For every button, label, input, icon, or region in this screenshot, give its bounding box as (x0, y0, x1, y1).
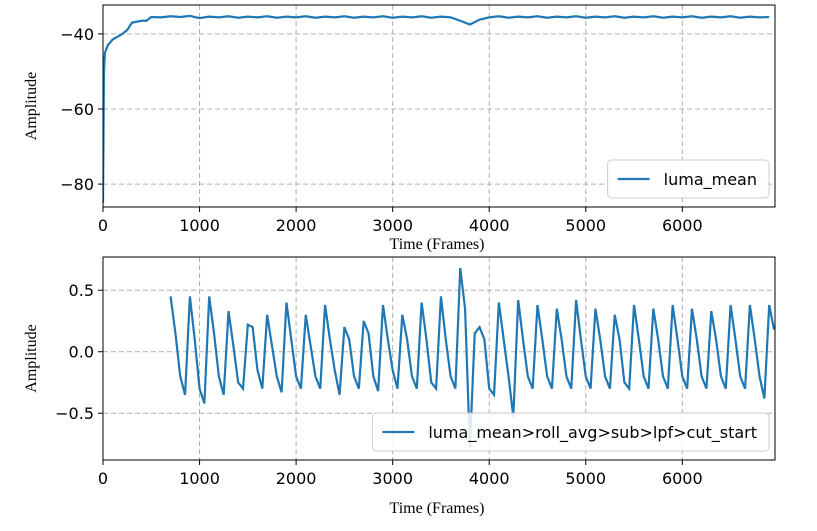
y-tick-label: 0.0 (69, 343, 94, 362)
x-axis-label: Time (Frames) (390, 500, 485, 517)
legend: luma_mean>roll_avg>sub>lpf>cut_start (371, 412, 770, 452)
y-axis-label: Amplitude (23, 324, 40, 392)
legend-label: luma_mean>roll_avg>sub>lpf>cut_start (428, 423, 757, 443)
x-tick-label: 3000 (372, 216, 413, 235)
plot-frame (102, 4, 776, 208)
data-line (169, 267, 775, 448)
y-axis-label: Amplitude (23, 72, 40, 140)
legend-frame (371, 412, 770, 452)
x-tick-label: 5000 (565, 469, 606, 488)
x-tick-label: 4000 (469, 216, 510, 235)
legend-label: luma_mean (664, 170, 757, 190)
x-axis-label: Time (Frames) (390, 236, 485, 253)
x-tick-label: 2000 (276, 469, 317, 488)
x-tick-label: 6000 (662, 469, 703, 488)
y-tick-label: −0.5 (55, 404, 94, 423)
x-tick-label: 1000 (179, 216, 220, 235)
x-tick-label: 6000 (662, 216, 703, 235)
plot-frame (102, 256, 776, 461)
x-tick-label: 2000 (276, 216, 317, 235)
y-tick-label: −40 (60, 25, 94, 44)
legend-frame (607, 159, 770, 199)
x-tick-label: 4000 (469, 469, 510, 488)
legend: luma_mean (607, 159, 770, 199)
data-line (103, 14, 770, 203)
y-tick-label: 0.5 (69, 281, 94, 300)
x-tick-label: 5000 (565, 216, 606, 235)
x-tick-label: 3000 (372, 469, 413, 488)
x-tick-label: 0 (98, 216, 108, 235)
x-tick-label: 0 (98, 469, 108, 488)
y-tick-label: −60 (60, 100, 94, 119)
x-tick-label: 1000 (179, 469, 220, 488)
y-tick-label: −80 (60, 175, 94, 194)
